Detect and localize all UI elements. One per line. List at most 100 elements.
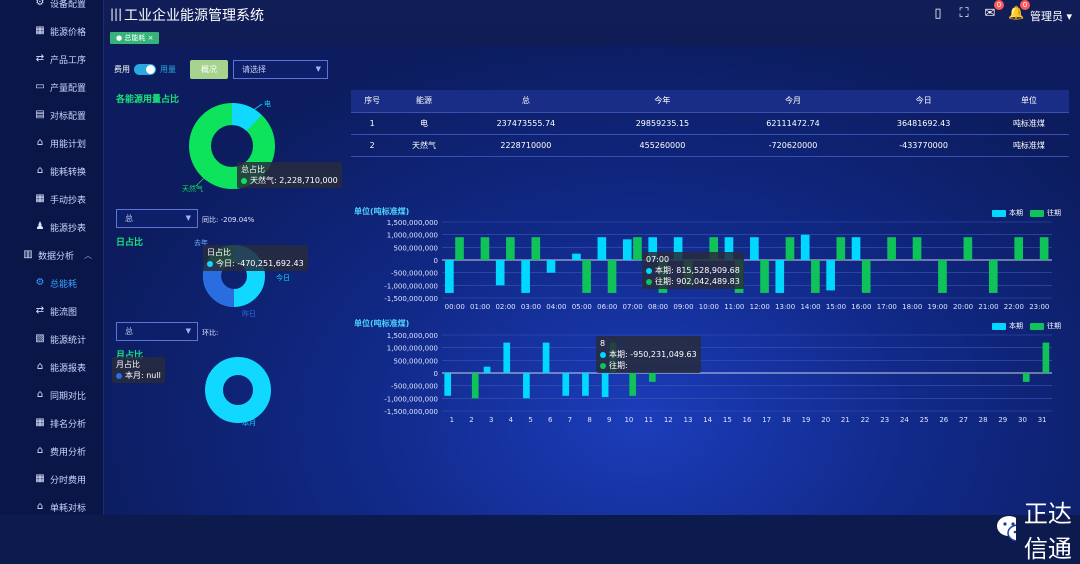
bar-previous — [709, 237, 719, 260]
sidebar-item[interactable]: ▦ 排名分析 — [0, 410, 104, 436]
fullscreen-icon[interactable]: ⛶ — [959, 6, 969, 21]
user-icon: ♟ — [35, 221, 45, 232]
chevron-up-icon: ︿ — [84, 250, 92, 260]
sidebar-item[interactable]: ▧ 能源统计 — [0, 326, 104, 352]
bar-current — [562, 373, 570, 396]
user-name: 管理员 — [1029, 10, 1063, 23]
app-title: 工业企业能源管理系统 — [124, 8, 264, 24]
table-cell: 吨标准煤 — [988, 134, 1069, 157]
sidebar-item[interactable]: ⚙ 设备配置 — [0, 0, 104, 16]
sidebar-item[interactable]: ⌂ 费用分析 — [0, 438, 104, 464]
bar-previous — [1014, 237, 1024, 260]
y-tick-label: 1,000,000,000 — [387, 232, 438, 240]
x-tick-label: 17 — [762, 416, 771, 424]
sidebar-item-label: 设备配置 — [50, 0, 87, 10]
top-icons: ▯ ⛶ ✉ 0 🔔 0 — [930, 0, 1030, 22]
sidebar-item[interactable]: ▦ 能源价格 — [0, 18, 104, 44]
sidebar-item[interactable]: ⌂ 能耗转换 — [0, 158, 104, 184]
x-tick-label: 08:00 — [648, 303, 668, 311]
monthly-ratio-donut — [205, 357, 271, 423]
user-menu[interactable]: 管理员 ▾ — [1029, 10, 1072, 23]
bar-previous — [582, 260, 591, 293]
x-tick-label: 21:00 — [978, 303, 998, 311]
bar-current — [597, 237, 607, 260]
x-tick-label: 05:00 — [572, 303, 592, 311]
energy-select[interactable]: 请选择 ▼ — [233, 60, 328, 79]
section-energy-ratio-title: 各能源用量占比 — [116, 95, 180, 105]
bar-previous — [607, 260, 617, 293]
x-tick-label: 07:00 — [623, 303, 643, 311]
mom-label: 环比: — [202, 329, 219, 337]
table-header-cell: 今年 — [597, 90, 728, 113]
x-tick-label: 18 — [782, 416, 791, 424]
tab-bar: ● 总能耗 × — [104, 30, 1080, 46]
sidebar-item-label: 产量配置 — [50, 83, 87, 94]
sidebar-item[interactable]: ⌂ 能源报表 — [0, 354, 104, 380]
total-select-2[interactable]: 总 ▼ — [116, 322, 198, 341]
bar-current — [775, 260, 785, 293]
table-header-row: 序号 能源总今年 今月 今日 单位 — [351, 90, 1069, 113]
yesterday-label: 昨日 — [242, 310, 256, 318]
y-tick-label: 500,000,000 — [393, 357, 438, 365]
sidebar-item[interactable]: ⌂ 单耗对标 — [0, 494, 104, 520]
sidebar-item[interactable]: ▦ 分时费用 — [0, 466, 104, 492]
overview-button[interactable]: 概况 — [190, 60, 228, 79]
tooltip-value: 今日: -470,251,692.43 — [216, 259, 304, 268]
mail-icon[interactable]: ✉ 0 — [982, 0, 1004, 22]
sidebar-item-label: 能源报表 — [50, 363, 87, 374]
table-icon: ▦ — [35, 193, 45, 204]
x-tick-label: 06:00 — [597, 303, 617, 311]
sidebar-item[interactable]: ▦ 手动抄表 — [0, 186, 104, 212]
bar-previous — [1039, 237, 1049, 260]
bar-current — [483, 366, 491, 373]
sidebar-item[interactable]: ▤ 对标配置 — [0, 102, 104, 128]
section-monthly-ratio-title: 月占比 — [116, 351, 144, 361]
bar-previous — [988, 260, 998, 293]
table-cell: 455260000 — [597, 134, 728, 157]
tab-total-energy[interactable]: ● 总能耗 × — [110, 32, 160, 44]
sidebar-item[interactable]: ⌂ 同期对比 — [0, 382, 104, 408]
sidebar-item-label: 排名分析 — [50, 419, 87, 430]
tooltip-line: 本月: null — [116, 370, 161, 381]
sidebar-item[interactable]: ⚙ 总能耗 — [0, 270, 104, 296]
lastyear-label: 去年 — [194, 239, 208, 247]
x-tick-label: 16 — [743, 416, 752, 424]
month-slice — [205, 357, 271, 423]
top-bar: ||| 工业企业能源管理系统 ▯ ⛶ ✉ 0 🔔 0 管理员 ▾ — [104, 0, 1080, 30]
bell-icon[interactable]: 🔔 0 — [1008, 0, 1030, 22]
sidebar-item-label: 总能耗 — [50, 279, 78, 290]
x-tick-label: 18:00 — [902, 303, 922, 311]
table-header-cell: 总 — [454, 90, 598, 113]
sidebar-item[interactable]: ⇄ 能流图 — [0, 298, 104, 324]
sidebar-item[interactable]: ♟ 能源抄表 — [0, 214, 104, 240]
bar-current — [572, 253, 581, 260]
chart2-legend: 本期 往期 — [992, 321, 1061, 331]
bar-previous — [506, 237, 515, 260]
tooltip-title: 07:00 — [646, 255, 670, 264]
x-tick-label: 14:00 — [800, 303, 820, 311]
x-tick-label: 23 — [880, 416, 889, 424]
wechat-icon — [997, 516, 1016, 542]
sidebar-item[interactable]: ⇄ 产品工序 — [0, 46, 104, 72]
tooltip-line: 往期: — [600, 360, 697, 371]
total-select-1[interactable]: 总 ▼ — [116, 209, 198, 228]
table-row: 1 电 237473555.74 29859235.15 62111472.74 3648… — [351, 112, 1069, 135]
home-icon: ⌂ — [36, 361, 44, 372]
tooltip-value: 本月: null — [125, 371, 161, 380]
tablet-icon[interactable]: ▯ — [934, 6, 942, 21]
bar-previous — [633, 237, 642, 260]
sidebar-item[interactable]: ⌂ 用能计划 — [0, 130, 104, 156]
y-tick-label: -500,000,000 — [391, 270, 438, 278]
x-tick-label: 31 — [1038, 416, 1047, 424]
bar-previous — [471, 373, 479, 399]
yoy-label-text: 同比: — [202, 216, 219, 224]
sidebar-item[interactable]: ▭ 产量配置 — [0, 74, 104, 100]
menu-toggle-icon[interactable]: ||| — [110, 7, 123, 21]
sidebar-item[interactable]: ▥ 数据分析 ︿ — [0, 242, 104, 268]
tooltip-title: 月占比 — [116, 360, 140, 369]
legend-previous: 往期 — [1047, 322, 1061, 330]
y-tick-label: -1,500,000,000 — [384, 295, 438, 303]
cost-usage-switch[interactable] — [134, 64, 156, 75]
x-tick-label: 10:00 — [699, 303, 719, 311]
tooltip-total-ratio: 总占比 天然气: 2,228,710,000 — [237, 162, 342, 188]
